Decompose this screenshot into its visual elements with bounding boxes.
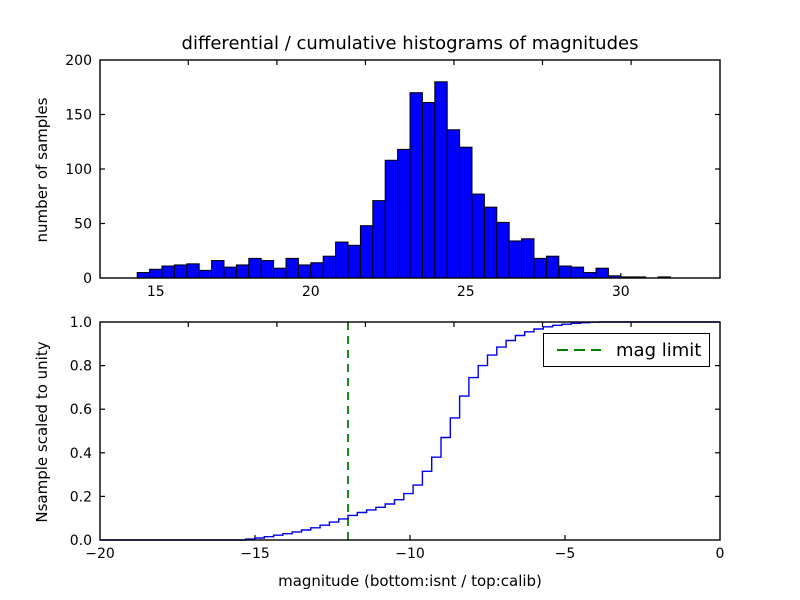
histogram-bar [248,257,262,279]
legend: mag limit [543,333,710,367]
histogram-bar [161,265,175,279]
histogram-bar [173,264,188,279]
histogram-bar [583,272,597,279]
top-plot-y-tick-label: 200 [65,53,92,69]
histogram-bar [198,269,213,279]
top-plot-y-tick-label: 100 [65,162,92,178]
top-plot-y-tick-label: 0 [83,271,92,287]
bottom-plot-x-tick-label: −20 [85,546,115,562]
top-plot-x-tick-label: 30 [612,284,630,300]
histogram-bar [211,260,225,279]
histogram-bar [359,225,374,279]
histogram-bar [372,200,386,279]
histogram-bar [434,81,448,279]
histogram-bar [297,264,312,279]
bottom-plot-y-tick-label: 1.0 [70,315,92,331]
bottom-plot-frame [99,321,721,541]
chart-title: differential / cumulative histograms of … [181,33,639,54]
top-plot-y-tick-label: 50 [74,217,92,233]
histogram-bar [322,255,337,279]
histogram-bar [471,193,485,279]
top-plot-x-tick-label: 15 [147,284,165,300]
histogram-bar [235,264,250,279]
bottom-plot-y-tick-label: 0.8 [70,359,92,375]
histogram-bar [521,238,535,279]
histogram-bar [149,268,163,279]
histogram-bar [136,272,151,279]
histogram-bar [558,265,572,279]
histogram-bar [384,159,399,279]
top-plot-x-tick-label: 25 [457,284,475,300]
histogram-bar [496,221,510,279]
histogram-bar [421,102,436,279]
histogram-bar [186,263,200,279]
top-plot-frame [99,59,721,279]
histogram-bar [335,241,349,279]
histogram-bar [310,262,324,279]
x-axis-label: magnitude (bottom:isnt / top:calib) [278,572,542,590]
histogram-bar [347,244,361,279]
top-plot-y-tick-label: 150 [65,108,92,124]
bottom-plot-x-tick-label: −5 [555,546,576,562]
bottom-y-axis-label: Nsample scaled to unity [33,341,51,523]
top-plot-x-tick-label: 20 [302,284,320,300]
histogram-bar [545,255,560,279]
histogram-bar [483,206,498,279]
histogram-bar [459,146,473,279]
bottom-plot-y-tick-label: 0.0 [70,533,92,549]
bottom-plot-x-tick-label: −10 [395,546,425,562]
bottom-plot-y-tick-label: 0.2 [70,489,92,505]
histogram-bar [397,148,411,279]
bottom-plot-y-tick-label: 0.4 [70,446,92,462]
legend-dashed-line-icon [557,349,601,351]
bottom-plot-x-tick-label: −15 [240,546,270,562]
histogram-bar [446,129,461,279]
histogram-bar [508,240,523,279]
bottom-plot-y-tick-label: 0.6 [70,402,92,418]
histogram-bar [223,266,237,279]
histogram-bar [409,92,423,279]
histogram-bar [273,267,287,279]
histogram-bar [260,260,275,279]
histogram-bar [595,267,609,279]
legend-label: mag limit [616,339,702,361]
histogram-bar [570,266,585,279]
cumulative-curve [100,321,720,541]
bottom-plot-x-tick-label: 0 [716,546,725,562]
histogram-bar [533,257,547,279]
top-y-axis-label: number of samples [33,97,51,243]
histogram-bar [285,257,299,279]
